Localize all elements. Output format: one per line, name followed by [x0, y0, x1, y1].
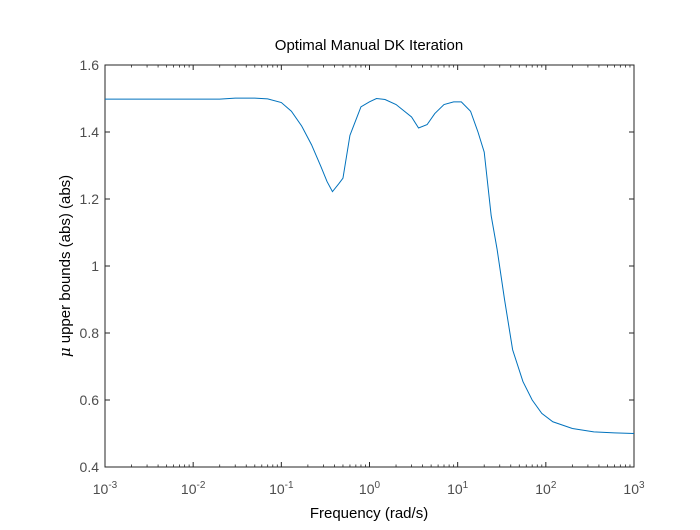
- x-tick-labels: 10-3 10-2 10-1 100 101 102 103: [93, 480, 645, 497]
- x-tick-label: 10-1: [269, 480, 294, 497]
- y-axis-label-symbol: μ: [56, 347, 74, 357]
- x-tick-label: 101: [447, 480, 469, 497]
- y-tick-label: 0.6: [80, 392, 100, 408]
- axes-box: [104, 64, 635, 468]
- x-axis-label: Frequency (rad/s): [310, 505, 428, 522]
- y-tick-label: 1.2: [80, 191, 100, 207]
- y-ticks: [105, 64, 634, 468]
- x-tick-label: 102: [535, 480, 557, 497]
- x-minor-ticks: [131, 65, 631, 467]
- y-tick-label: 1.4: [80, 124, 100, 140]
- x-tick-label: 100: [359, 480, 381, 497]
- y-axis-label: μ upper bounds (abs) (abs): [56, 175, 74, 357]
- y-tick-label: 1.6: [80, 57, 100, 73]
- y-tick-label: 0.8: [80, 325, 100, 341]
- x-tick-label: 10-2: [181, 480, 206, 497]
- series-line: [105, 97, 635, 434]
- y-tick-label: 1: [91, 258, 99, 274]
- chart-title: Optimal Manual DK Iteration: [275, 37, 463, 54]
- y-tick-labels: 0.4 0.6 0.8 1 1.2 1.4 1.6: [80, 57, 100, 475]
- y-axis-label-text: upper bounds (abs) (abs): [57, 175, 74, 348]
- x-tick-label: 10-3: [93, 480, 118, 497]
- y-tick-label: 0.4: [80, 459, 100, 475]
- x-major-ticks: [104, 65, 635, 467]
- x-tick-label: 103: [623, 480, 645, 497]
